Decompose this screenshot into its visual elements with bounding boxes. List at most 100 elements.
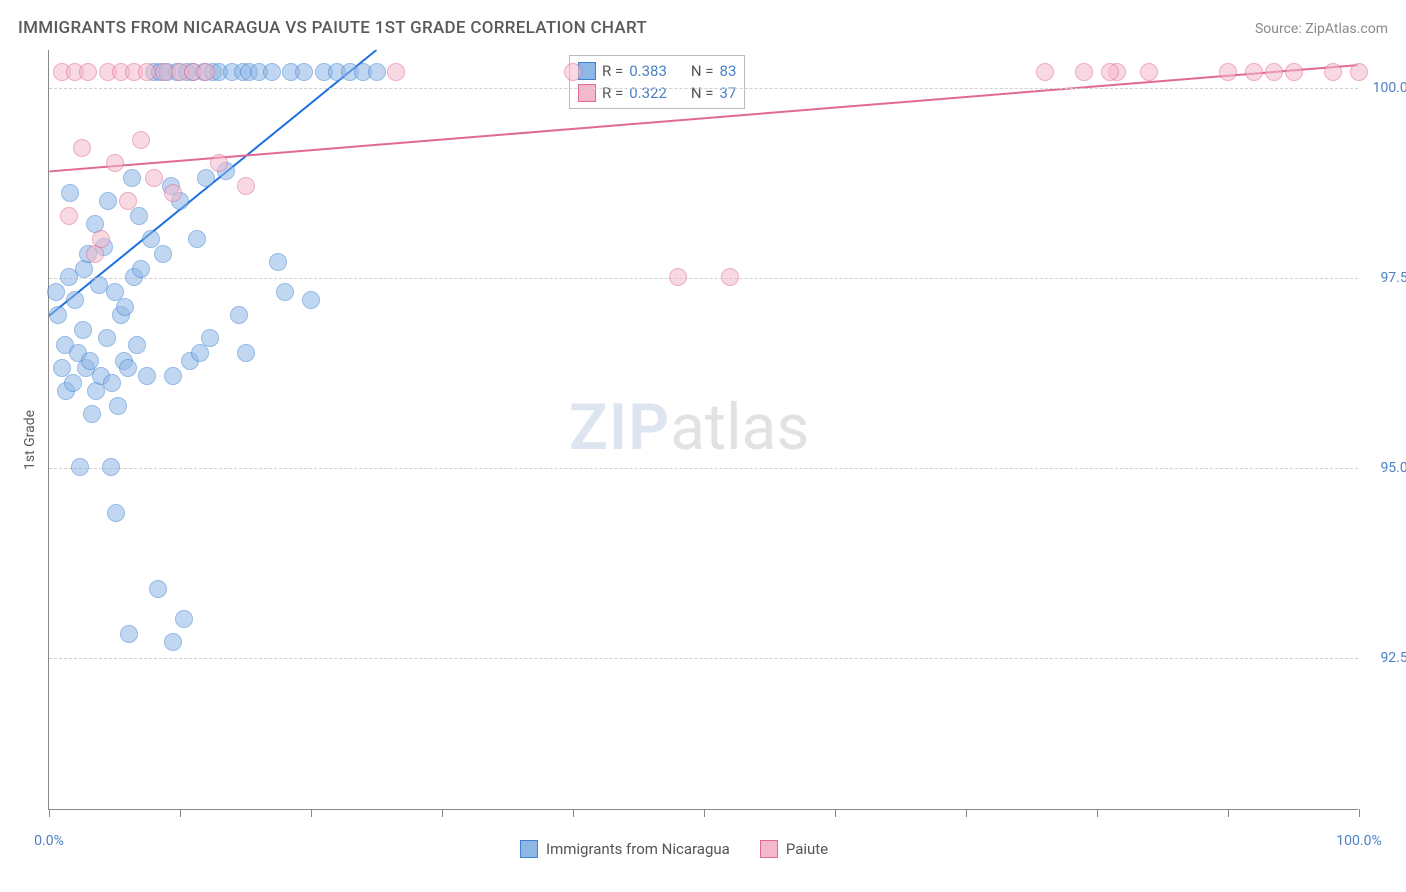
data-point-pink [145,169,163,187]
data-point-pink [387,63,405,81]
data-point-pink [1350,63,1368,81]
data-point-pink [132,131,150,149]
data-point-blue [81,352,99,370]
r-value-pink: 0.322 [629,84,667,102]
x-tick-label: 0.0% [34,833,64,849]
data-point-pink [721,268,739,286]
stats-row-pink: R = 0.322 N = 37 [578,82,736,104]
data-point-blue [66,291,84,309]
gridline-h [49,88,1358,89]
swatch-pink [760,840,778,858]
data-point-blue [71,458,89,476]
data-point-pink [564,63,582,81]
y-tick-label: 100.0% [1366,80,1406,96]
data-point-blue [263,63,281,81]
swatch-pink [578,84,596,102]
x-tick [442,809,443,817]
data-point-blue [276,283,294,301]
data-point-pink [79,63,97,81]
r-label: R = [602,84,623,102]
data-point-blue [47,283,65,301]
data-point-blue [175,610,193,628]
data-point-pink [60,207,78,225]
legend-label-blue: Immigrants from Nicaragua [546,840,730,858]
data-point-blue [191,344,209,362]
data-point-blue [201,329,219,347]
chart-title: IMMIGRANTS FROM NICARAGUA VS PAIUTE 1ST … [18,18,647,38]
x-tick [966,809,967,817]
x-tick [49,809,50,817]
data-point-blue [138,367,156,385]
watermark-atlas: atlas [670,390,809,465]
data-point-pink [237,177,255,195]
source-label: Source: ZipAtlas.com [1255,21,1388,37]
data-point-blue [142,230,160,248]
data-point-blue [98,329,116,347]
y-tick-label: 95.0% [1366,460,1406,476]
data-point-blue [75,260,93,278]
data-point-pink [1245,63,1263,81]
data-point-blue [64,374,82,392]
data-point-pink [1075,63,1093,81]
r-label: R = [602,62,623,80]
x-tick-label: 100.0% [1336,833,1381,849]
gridline-h [49,468,1358,469]
data-point-pink [138,63,156,81]
data-point-blue [61,184,79,202]
data-point-pink [210,154,228,172]
data-point-blue [119,359,137,377]
stats-legend: R = 0.383 N = 83 R = 0.322 N = 37 [569,55,745,109]
data-point-blue [130,207,148,225]
data-point-pink [669,268,687,286]
watermark-zip: ZIP [569,390,670,465]
data-point-pink [73,139,91,157]
data-point-blue [188,230,206,248]
data-point-pink [1265,63,1283,81]
data-point-blue [83,405,101,423]
gridline-h [49,658,1358,659]
y-axis-label: 1st Grade [22,410,38,470]
x-tick [573,809,574,817]
data-point-blue [109,397,127,415]
data-point-pink [1101,63,1119,81]
y-tick-label: 92.5% [1366,650,1406,666]
n-value-pink: 37 [720,84,737,102]
legend-item-blue: Immigrants from Nicaragua [520,840,730,858]
gridline-h [49,278,1358,279]
x-tick [1228,809,1229,817]
swatch-blue [520,840,538,858]
data-point-pink [197,63,215,81]
data-point-blue [120,625,138,643]
n-value-blue: 83 [720,62,737,80]
series-legend: Immigrants from Nicaragua Paiute [520,840,828,858]
data-point-blue [102,458,120,476]
data-point-pink [1140,63,1158,81]
n-label: N = [691,84,714,102]
data-point-blue [154,245,172,263]
x-tick [835,809,836,817]
data-point-blue [368,63,386,81]
data-point-pink [106,154,124,172]
x-tick [311,809,312,817]
title-bar: IMMIGRANTS FROM NICARAGUA VS PAIUTE 1ST … [18,18,1388,38]
data-point-blue [230,306,248,324]
data-point-blue [99,192,117,210]
stats-row-blue: R = 0.383 N = 83 [578,60,736,82]
data-point-pink [1285,63,1303,81]
data-point-blue [269,253,287,271]
data-point-blue [164,367,182,385]
data-point-blue [197,169,215,187]
data-point-blue [74,321,92,339]
legend-label-pink: Paiute [786,840,828,858]
x-tick [1359,809,1360,817]
scatter-plot: ZIPatlas R = 0.383 N = 83 R = 0.322 N = … [48,50,1358,810]
data-point-pink [119,192,137,210]
data-point-blue [302,291,320,309]
data-point-blue [132,260,150,278]
data-point-blue [107,504,125,522]
x-tick [704,809,705,817]
data-point-pink [164,184,182,202]
x-tick [1097,809,1098,817]
data-point-blue [295,63,313,81]
data-point-blue [116,298,134,316]
